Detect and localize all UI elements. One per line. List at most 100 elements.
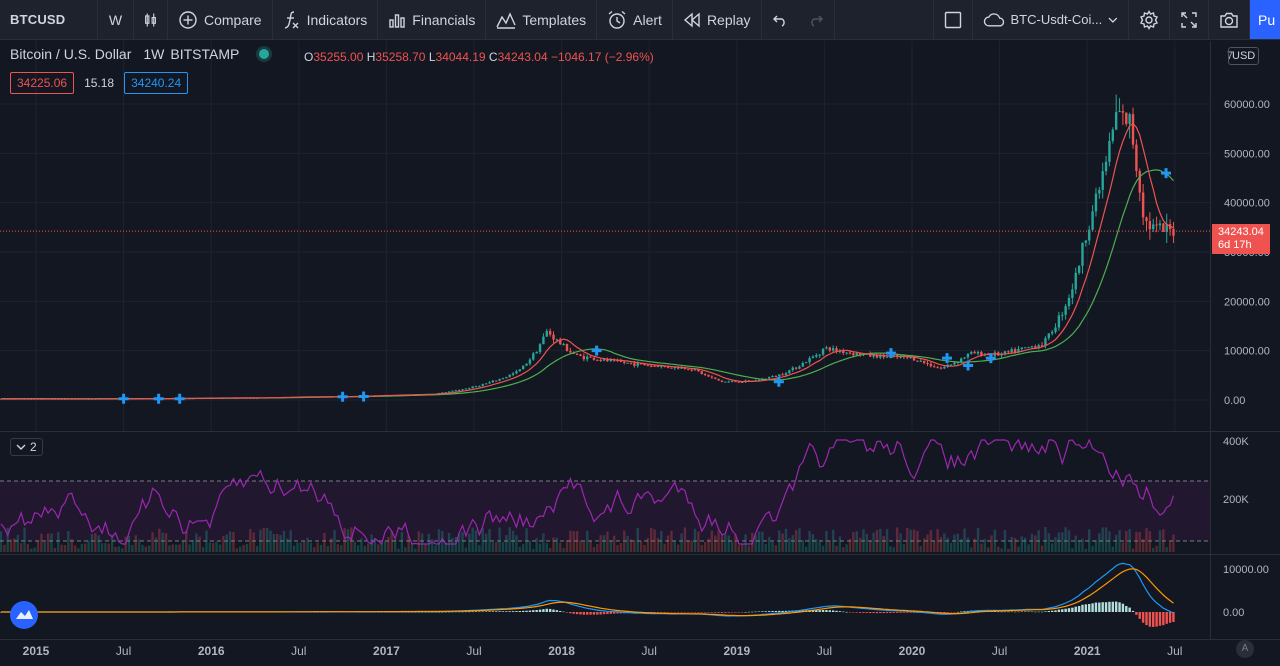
replay-button[interactable]: Replay [673,0,762,39]
macd-histogram-bar [575,612,579,615]
volume-bar [457,533,461,552]
buy-signal-marker [358,391,369,402]
financials-button[interactable]: Financials [378,0,487,39]
settings-button[interactable] [1129,0,1170,39]
chart-type-button[interactable] [134,0,168,39]
fullscreen-button[interactable] [1170,0,1209,39]
volume-bar [602,535,606,552]
volume-bar [855,531,858,552]
volume-bar [676,544,680,552]
alert-button[interactable]: Alert [597,0,673,39]
redo-button[interactable] [798,0,835,39]
macd-pane[interactable] [0,555,1210,639]
volume-bar [434,545,437,552]
volume-bar [848,539,852,552]
pane-separator[interactable] [0,554,1280,555]
volume-bar [650,527,653,552]
macd-histogram-bar [1165,612,1168,624]
volume-bar [579,540,582,552]
auto-scale-button[interactable]: A [1236,640,1254,658]
time-axis-label: Jul [291,644,306,658]
macd-histogram-bar [869,612,872,614]
volume-bar [767,536,771,552]
volume-bar [451,538,454,552]
macd-histogram-bar [1057,609,1061,612]
tradingview-logo[interactable] [10,601,38,629]
volume-bar [1121,542,1125,552]
candle-body [663,366,666,368]
volume-bar [286,538,289,552]
collapsed-indicators-toggle[interactable]: 2 [10,438,43,456]
volume-bar [1047,533,1050,552]
interval-button[interactable]: W [98,0,134,39]
volume-bar [656,538,660,552]
volume-bar [757,531,761,552]
volume-bar [13,538,16,552]
auto-scale-label: A [1241,643,1249,654]
macd-histogram-bar [616,612,619,614]
macd-histogram-bar [771,611,774,612]
candle-body [980,351,983,356]
ma-slow-value[interactable]: 34240.24 [124,72,189,94]
market-status-dot[interactable] [259,49,270,59]
volume-bar [441,531,444,552]
macd-histogram-bar [744,611,747,613]
macd-histogram-bar [582,612,586,615]
volume-bar [404,547,407,552]
time-axis[interactable]: 2015 Jul 2016 Jul 2017 Jul 2018 Jul 2019 Jul 2020 J… [0,639,1280,666]
compare-button[interactable]: Compare [168,0,273,39]
ma-fast-value[interactable]: 34225.06 [10,72,75,94]
volume-bar [508,527,511,552]
candle-body [835,348,838,352]
macd-histogram-bar [835,610,838,612]
volume-bar [94,533,97,552]
macd-histogram-bar [653,612,656,613]
gear-icon [1140,9,1158,30]
candle-body [778,374,781,377]
volume-bar [222,536,225,552]
snapshot-button[interactable] [1209,0,1250,39]
volume-bar [976,527,980,552]
volume-bar [340,545,343,552]
indicators-button[interactable]: Indicators [273,0,379,39]
candle-body [872,354,875,357]
volume-bar [397,548,400,552]
macd-histogram-bar [1158,612,1162,626]
macd-histogram-bar [1141,612,1145,623]
candle-body [710,376,714,378]
price-axis[interactable]: 760000.0050000.0040000.0030000.0020000.0… [1210,41,1280,639]
open-value: 35255.00 [313,50,364,64]
publish-button[interactable]: Pu [1250,0,1280,39]
macd-histogram-bar [498,611,501,612]
chevron-down-icon [16,444,26,450]
candle-body [879,354,882,358]
templates-button[interactable]: Templates [486,0,598,39]
volume-bar [1135,531,1138,552]
pane-separator[interactable] [0,431,1280,432]
symbol-description[interactable]: Bitcoin / U.S. Dollar [10,46,132,62]
bar-countdown: 6d 17h [1218,239,1252,251]
currency-selector[interactable]: USD [1228,47,1260,65]
macd-histogram-bar [842,611,845,613]
macd-histogram-bar [862,612,865,613]
candle-body [825,347,828,349]
fullscreen-layout-toggle[interactable] [934,0,973,39]
macd-histogram-bar [703,612,707,613]
volume-pane[interactable] [0,432,1210,554]
macd-histogram-bar [484,611,488,612]
candle-body [690,369,693,371]
last-price-tag: 34243.04 6d 17h [1212,224,1270,254]
undo-button[interactable] [762,0,798,39]
macd-histogram-bar [875,612,879,614]
layout-selector[interactable]: BTC-Usdt-Coi... [973,0,1129,39]
volume-bar [703,542,707,552]
price-chart-pane[interactable] [0,41,1210,431]
volume-bar [882,536,885,552]
volume-bar [528,540,532,552]
macd-histogram-bar [1077,606,1081,612]
symbol-search-button[interactable]: BTCUSD [0,0,98,39]
macd-histogram-bar [606,612,609,615]
volume-bar [299,542,303,552]
candle-body [936,367,939,369]
macd-histogram-bar [586,612,589,615]
